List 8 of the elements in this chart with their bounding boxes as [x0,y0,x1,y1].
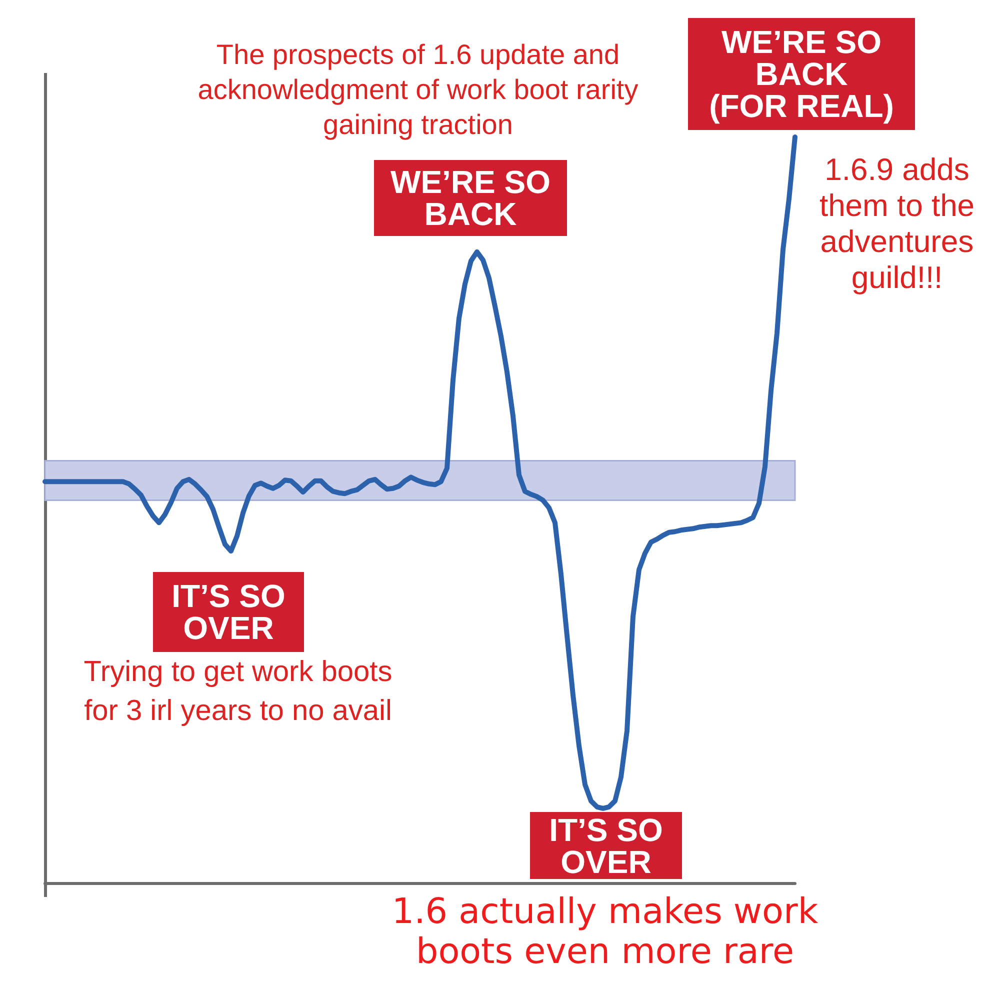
text: WE’RE SO BACK (FOR REAL) [709,24,894,124]
annotation: IT’S SO OVER [172,578,286,646]
annotation: Trying to get work boots for 3 irl years to no avail [84,656,392,727]
annotation: IT’S SO OVER [549,812,663,880]
text: 1.6.9 adds them to the adventures guild!!! [819,152,975,295]
text: 1.6 actually makes work boots even more rare [392,892,818,972]
annotation: The prospects of 1.6 update and acknowledgment of work boot rarity gaining traction [198,39,638,140]
annotation: WE’RE SO BACK [390,164,550,232]
